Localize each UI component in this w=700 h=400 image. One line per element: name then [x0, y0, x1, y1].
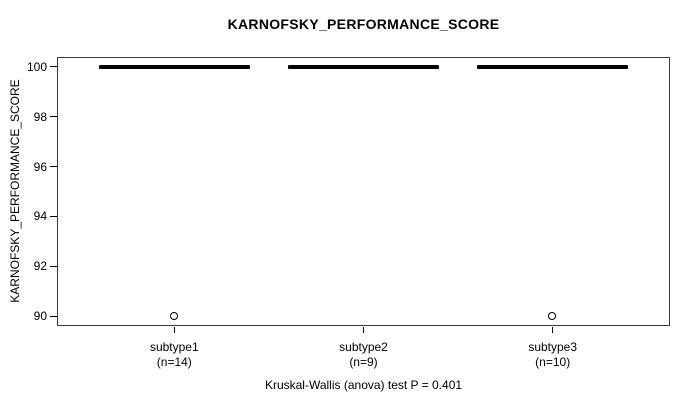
y-tick-label: 92 [33, 259, 47, 274]
group-count: (n=10) [535, 355, 571, 369]
y-axis-tick [50, 166, 57, 168]
statistical-test-note: Kruskal-Wallis (anova) test P = 0.401 [264, 378, 463, 392]
x-axis-tick [173, 327, 175, 333]
y-axis-tick [50, 315, 57, 317]
group-name: subtype2 [339, 340, 388, 354]
y-axis-tick [50, 116, 57, 118]
group-name: subtype1 [149, 340, 199, 354]
y-axis-tick [50, 66, 57, 68]
y-tick-label: 90 [33, 309, 47, 324]
x-group-label: subtype3 (n=10) [483, 340, 623, 370]
outlier-point [170, 311, 178, 320]
y-tick-label: 100 [26, 59, 47, 74]
outlier-point [548, 311, 557, 320]
y-axis-tick [50, 265, 57, 267]
x-axis-tick [552, 327, 554, 333]
box-median-line [477, 64, 629, 69]
x-axis-tick [363, 327, 364, 333]
plot-box [57, 57, 670, 326]
y-tick-label: 96 [33, 159, 47, 174]
box-median-line [98, 64, 250, 69]
y-axis-tick [50, 215, 57, 217]
box-median-line [287, 64, 440, 69]
y-tick-label: 94 [33, 209, 47, 224]
y-tick-label: 98 [33, 109, 47, 124]
group-name: subtype3 [528, 340, 578, 354]
x-group-label: subtype1 (n=14) [104, 340, 244, 370]
group-count: (n=14) [156, 355, 192, 369]
group-count: (n=9) [349, 355, 378, 369]
x-group-label: subtype2 (n=9) [294, 340, 434, 370]
chart-title: KARNOFSKY_PERFORMANCE_SCORE [227, 16, 500, 32]
